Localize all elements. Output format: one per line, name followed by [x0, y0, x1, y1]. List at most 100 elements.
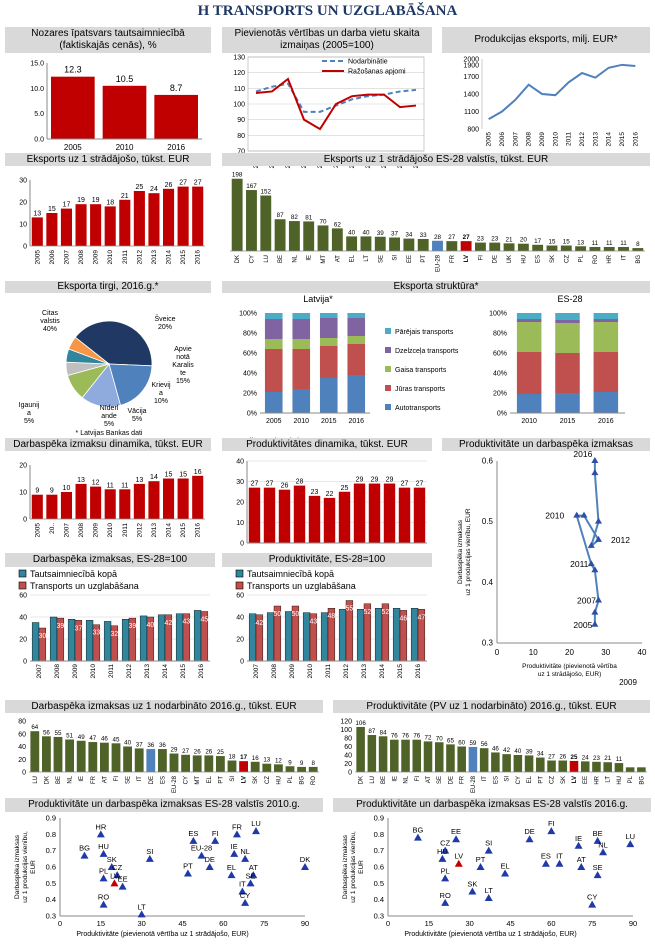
y-tick-label: 1900 — [463, 62, 479, 69]
x-tick-label: IE — [392, 776, 398, 782]
point-label: EE — [118, 875, 128, 884]
point-DK — [301, 863, 309, 870]
x-tick-label: 2012 — [579, 132, 586, 147]
point-label: SI — [146, 847, 153, 856]
x-tick-label: 2014 — [162, 664, 169, 679]
point-LT — [484, 894, 493, 902]
point-label: BG — [79, 844, 90, 853]
x-tick-label: LT — [606, 776, 612, 783]
bar-2011 — [119, 199, 131, 246]
bar-BE — [378, 736, 388, 772]
data-label: 16 — [194, 469, 202, 476]
point-label: CZ — [440, 839, 450, 848]
point-EE — [118, 882, 127, 890]
x-tick-label: CZ — [265, 776, 271, 784]
data-label: 29 — [371, 477, 379, 484]
y-tick-label: 60% — [493, 351, 507, 358]
bar-ES — [157, 749, 167, 772]
x-tick-label: NL — [68, 775, 74, 783]
bar-FI — [412, 739, 422, 772]
x-tick-label: UK — [507, 255, 513, 263]
y-tick-label: 40% — [243, 371, 257, 378]
x-tick-label: 40 — [638, 648, 647, 657]
bar-2010 — [85, 620, 94, 662]
x-tick-label: 2010 — [107, 523, 114, 538]
chart-title: Produktivitāte, ES-28=100 — [222, 553, 432, 567]
x-tick-label: 2016 — [348, 418, 364, 425]
y-tick-label: 0.4 — [374, 895, 384, 904]
bar-2012 — [338, 609, 347, 662]
y-tick-label: 5.0 — [34, 111, 44, 118]
stack-segment — [347, 318, 366, 336]
stack-segment — [516, 322, 542, 352]
point-LU — [252, 827, 260, 835]
data-label: 13 — [577, 239, 585, 246]
stack-segment — [264, 392, 283, 413]
bar-FI — [111, 743, 121, 772]
data-label: 17 — [63, 202, 71, 209]
slice-label: 40% — [43, 326, 57, 333]
point-label: PT — [183, 862, 193, 871]
x-tick-label: 2007 — [512, 132, 519, 147]
x-tick-label: EU-28 — [172, 775, 178, 793]
point-label: 2011 — [570, 559, 589, 569]
chart-title: Produktivitāte un darbaspēka izmaksas ES… — [333, 798, 651, 812]
bar-2010 — [102, 85, 147, 139]
chart-svg: 7080901001101201302006200720082009201020… — [233, 55, 425, 168]
bar-2016 — [192, 475, 204, 519]
stack-segment — [319, 338, 338, 346]
y-tick-label: 10 — [236, 520, 244, 527]
point-SE — [593, 871, 602, 879]
point-label: FR — [232, 822, 243, 831]
bar-EE — [580, 761, 590, 772]
page-title: H TRANSPORTS UN UZGLABĀŠANA — [197, 3, 458, 19]
x-tick-label: 2010 — [307, 664, 314, 679]
data-label: 43 — [183, 619, 191, 626]
bar-EU-28 — [468, 746, 478, 772]
data-label: 70 — [436, 735, 443, 742]
data-label: 10.5 — [116, 74, 134, 84]
bar-2013 — [368, 483, 381, 543]
y-axis-label: Darbaspēka izmaksas — [342, 834, 349, 899]
y-tick-label: 0 — [240, 541, 244, 548]
data-label: 76 — [402, 733, 409, 740]
data-label: 45 — [113, 736, 120, 743]
data-label: 25 — [571, 754, 578, 761]
point-label: IE — [575, 834, 582, 843]
bar-2010 — [323, 497, 336, 543]
point-marker — [591, 457, 599, 463]
x-tick-label: EU-28 — [471, 775, 477, 793]
chart-title: Pievienotās vērtības un darba vietu skai… — [222, 27, 432, 53]
chart-title: Produktivitāte un darbaspēka izmaksas ES… — [5, 798, 323, 812]
data-label: 37 — [75, 625, 83, 632]
data-label: 12.3 — [64, 65, 82, 75]
bar-EE — [403, 238, 415, 251]
y-tick-label: 0.7 — [374, 846, 384, 855]
data-label: 55 — [55, 730, 62, 737]
bar-2016 — [413, 487, 426, 543]
bar-IE — [303, 221, 315, 251]
data-label: 40 — [348, 229, 356, 236]
data-label: 9 — [50, 488, 54, 495]
data-label: 39 — [526, 748, 533, 755]
slice-label: ande — [101, 413, 117, 420]
stack-segment — [555, 313, 580, 320]
point-label: EL — [500, 862, 509, 871]
x-tick-label: 2013 — [151, 250, 158, 265]
x-tick-label: SE — [437, 776, 443, 784]
y-tick-label: 100% — [489, 311, 507, 318]
y-tick-label: 20 — [19, 463, 27, 470]
point-BG — [80, 851, 89, 859]
data-label: 24 — [150, 186, 158, 193]
y-tick-label: 0% — [497, 411, 507, 418]
y-tick-label: 0 — [23, 517, 27, 524]
bar-SI — [227, 760, 237, 772]
data-label: 27 — [194, 180, 202, 187]
point-DE — [525, 835, 534, 843]
point-label: NL — [598, 840, 608, 849]
legend-label: Transports un uzglabāšana — [30, 581, 139, 591]
y-tick-label: 20% — [493, 391, 507, 398]
data-label: 106 — [355, 720, 366, 727]
x-tick-label: 0 — [495, 648, 500, 657]
point-EU-28 — [197, 851, 206, 859]
